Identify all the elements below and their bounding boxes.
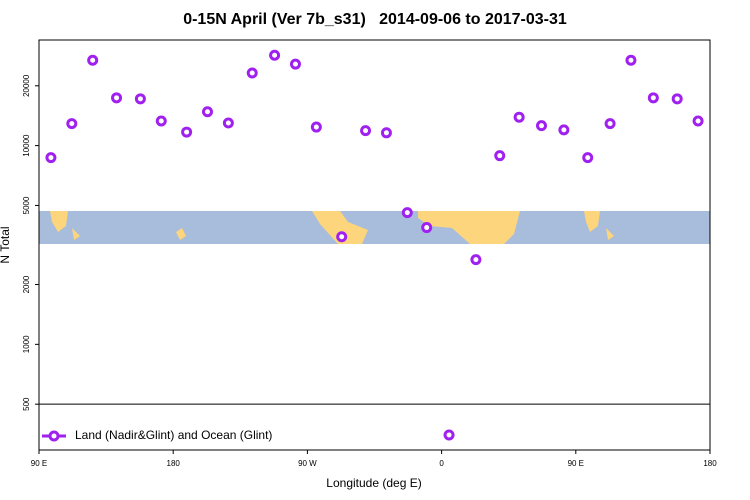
point	[625, 54, 637, 66]
y-tick-label: 20000	[22, 74, 31, 97]
y-tick-label: 5000	[22, 196, 31, 214]
y-tick-label: 10000	[22, 134, 31, 157]
y-axis-label: N Total	[0, 226, 12, 263]
y-tick-label: 500	[22, 397, 31, 411]
point	[380, 127, 392, 139]
point	[421, 222, 433, 234]
point	[647, 92, 659, 104]
point	[87, 54, 99, 66]
point	[336, 231, 348, 243]
chart-title: 0-15N April (Ver 7b_s31) 2014-09-06 to 2…	[183, 11, 567, 28]
point	[45, 152, 57, 164]
point	[470, 254, 482, 266]
point	[582, 152, 594, 164]
point	[310, 121, 322, 133]
x-tick-label: 90 W	[298, 459, 317, 468]
point	[66, 118, 78, 130]
map-background	[39, 211, 710, 244]
x-tick-label: 0	[439, 459, 444, 468]
point	[269, 49, 281, 61]
point	[443, 429, 455, 441]
point	[360, 125, 372, 137]
point	[692, 115, 704, 127]
legend-label: Land (Nadir&Glint) and Ocean (Glint)	[75, 428, 272, 442]
x-tick-label: 90 E	[568, 459, 584, 468]
point	[604, 118, 616, 130]
legend-marker	[48, 430, 60, 442]
point	[536, 120, 548, 132]
x-tick-label: 180	[703, 459, 717, 468]
x-axis-label: Longitude (deg E)	[326, 476, 421, 490]
y-tick-label: 1000	[22, 335, 31, 353]
x-tick-label: 180	[167, 459, 181, 468]
point	[111, 92, 123, 104]
point	[494, 150, 506, 162]
point	[134, 93, 146, 105]
point	[401, 207, 413, 219]
point	[513, 111, 525, 123]
point	[222, 117, 234, 129]
point	[181, 126, 193, 138]
y-tick-label: 2000	[22, 275, 31, 293]
point	[201, 106, 213, 118]
point	[558, 124, 570, 136]
point	[671, 93, 683, 105]
plot-frame	[38, 39, 711, 451]
x-tick-label: 90 E	[31, 459, 47, 468]
point	[155, 115, 167, 127]
point	[246, 67, 258, 79]
point	[289, 58, 301, 70]
